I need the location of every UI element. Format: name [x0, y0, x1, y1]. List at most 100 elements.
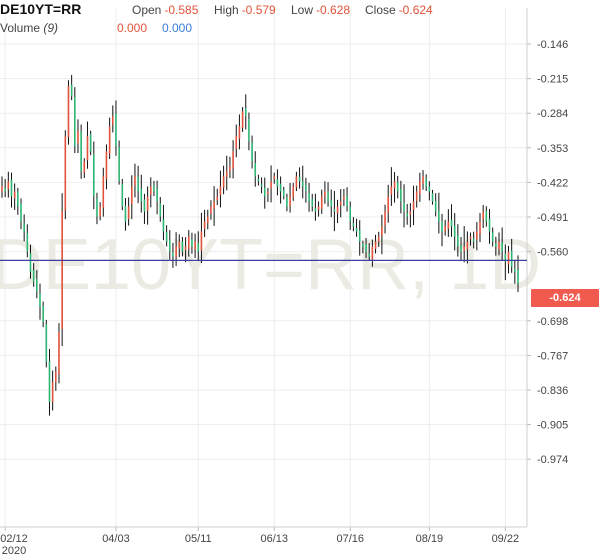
x-tick-year: 2020: [2, 545, 26, 557]
ohlc-bar: [203, 209, 206, 238]
ohlc-bar: [29, 244, 32, 279]
ohlc-bar: [305, 177, 307, 203]
ohlc-bar: [51, 370, 54, 411]
ohlc-bar: [102, 167, 105, 217]
ohlc-bar: [137, 165, 139, 204]
ohlc-bar: [127, 197, 130, 226]
ohlc-bar: [444, 219, 446, 236]
ohlc-bar: [422, 170, 424, 190]
close-label: Close: [365, 3, 396, 17]
low-label: Low: [291, 3, 314, 17]
ohlc-bar: [140, 174, 143, 213]
ohlc-bar: [358, 220, 361, 256]
y-tick-label: -0.767: [537, 350, 568, 362]
ohlc-bar: [263, 177, 266, 209]
ohlc-bar: [381, 214, 383, 255]
ohlc-bar: [362, 240, 364, 254]
ohlc-bar: [229, 156, 231, 179]
low-readout: Low -0.628: [291, 3, 350, 17]
y-tick-label: -0.491: [537, 212, 568, 224]
ohlc-bar: [479, 213, 481, 243]
ohlc-bar: [355, 218, 358, 237]
ohlc-bar: [181, 236, 184, 257]
ohlc-bar: [77, 119, 79, 154]
ohlc-bar: [517, 255, 519, 292]
ohlc-bar: [482, 205, 484, 229]
ohlc-bar: [153, 180, 155, 197]
ohlc-bar: [13, 183, 16, 210]
ohlc-bar: [491, 227, 494, 247]
ohlc-bar: [339, 189, 342, 218]
ohlc-bar: [377, 231, 380, 247]
ohlc-bar: [80, 124, 82, 179]
symbol-title: DE10YT=RR: [0, 1, 82, 17]
ohlc-bar: [270, 165, 272, 203]
close-readout: Close -0.624: [365, 3, 433, 17]
ohlc-bar: [466, 231, 469, 264]
ohlc-bar: [267, 187, 269, 202]
ohlc-bar: [488, 208, 491, 244]
ohlc-bar: [213, 186, 215, 226]
ohlc-bar: [225, 155, 228, 191]
ohlc-bar: [286, 193, 288, 212]
ohlc-bar: [308, 182, 310, 212]
ohlc-bar: [20, 198, 22, 230]
ohlc-bar: [7, 171, 10, 198]
y-tick-label: -0.422: [537, 177, 568, 189]
ohlc-bar: [191, 232, 193, 254]
x-tick-label: 05/11: [185, 533, 212, 545]
ohlc-bar: [485, 206, 488, 227]
ohlc-bar: [1, 176, 3, 198]
ohlc-bar: [453, 213, 456, 251]
ohlc-bar: [365, 237, 367, 259]
open-label: Open: [132, 3, 162, 17]
ohlc-bar: [343, 188, 345, 207]
ohlc-bar: [368, 243, 371, 261]
ohlc-bar: [472, 231, 475, 249]
x-tick-label: 07/16: [336, 533, 364, 545]
last-price-tag: -0.624: [531, 289, 599, 307]
ohlc-bar: [67, 80, 70, 145]
ohlc-bar: [4, 179, 6, 198]
ohlc-bar: [336, 199, 339, 224]
ohlc-bar: [17, 187, 19, 215]
ohlc-bar: [390, 167, 393, 206]
ohlc-bar: [32, 263, 35, 287]
ohlc-bar: [159, 196, 162, 222]
open-readout: Open -0.585: [132, 3, 198, 17]
high-label: High: [214, 3, 239, 17]
ohlc-bar: [86, 121, 89, 169]
ohlc-bar: [200, 212, 203, 264]
ohlc-bar: [295, 171, 298, 191]
ohlc-bar: [460, 236, 462, 262]
ohlc-bar: [36, 270, 38, 299]
ohlc-bar: [216, 188, 219, 206]
ohlc-bar: [241, 107, 244, 132]
high-readout: High -0.579: [214, 3, 276, 17]
ohlc-bar: [244, 94, 247, 130]
ohlc-bar: [273, 172, 276, 184]
ohlc-bar: [111, 105, 114, 133]
ohlc-bar: [45, 319, 48, 368]
ohlc-bar: [165, 225, 168, 247]
chart-grid: [0, 8, 527, 527]
ohlc-bar: [99, 202, 101, 221]
ohlc-bar: [352, 217, 355, 232]
y-tick-label: -0.146: [537, 39, 568, 51]
ohlc-bar: [349, 201, 352, 230]
ohlc-bar: [194, 233, 196, 258]
ohlc-bar: [396, 175, 399, 199]
ohlc-bar: [276, 169, 279, 196]
ohlc-bar: [89, 130, 92, 156]
ohlc-bar: [222, 165, 225, 195]
ohlc-bar: [254, 151, 257, 187]
high-value: -0.579: [241, 3, 276, 17]
ohlc-bar: [431, 189, 434, 205]
ohlc-bar: [197, 231, 200, 261]
volume-value-1: 0.000: [117, 21, 148, 35]
ohlc-bar: [210, 200, 212, 220]
ohlc-bar: [219, 170, 222, 208]
ohlc-bar: [327, 182, 329, 207]
